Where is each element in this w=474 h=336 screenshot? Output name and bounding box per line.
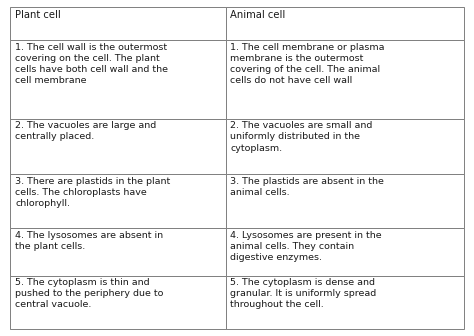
Text: 1. The cell wall is the outermost
covering on the cell. The plant
cells have bot: 1. The cell wall is the outermost coveri… (15, 43, 168, 85)
Text: 1. The cell membrane or plasma
membrane is the outermost
covering of the cell. T: 1. The cell membrane or plasma membrane … (230, 43, 385, 85)
Text: 4. The lysosomes are absent in
the plant cells.: 4. The lysosomes are absent in the plant… (15, 231, 163, 251)
Bar (10, 7, 226, 40)
Text: 5. The cytoplasm is thin and
pushed to the periphery due to
central vacuole.: 5. The cytoplasm is thin and pushed to t… (15, 278, 164, 309)
Bar (226, 7, 464, 40)
Bar (10, 40, 226, 119)
Text: Animal cell: Animal cell (230, 10, 286, 20)
Bar (10, 174, 226, 228)
Bar (226, 228, 464, 276)
Text: 3. There are plastids in the plant
cells. The chloroplasts have
chlorophyll.: 3. There are plastids in the plant cells… (15, 177, 171, 208)
Bar (226, 119, 464, 174)
Text: 5. The cytoplasm is dense and
granular. It is uniformly spread
throughout the ce: 5. The cytoplasm is dense and granular. … (230, 278, 377, 309)
Bar (226, 276, 464, 329)
Bar (226, 40, 464, 119)
Bar (226, 174, 464, 228)
Bar (10, 276, 226, 329)
Text: 2. The vacuoles are large and
centrally placed.: 2. The vacuoles are large and centrally … (15, 121, 156, 141)
Bar (10, 228, 226, 276)
Bar (10, 119, 226, 174)
Text: 4. Lysosomes are present in the
animal cells. They contain
digestive enzymes.: 4. Lysosomes are present in the animal c… (230, 231, 382, 262)
Text: 3. The plastids are absent in the
animal cells.: 3. The plastids are absent in the animal… (230, 177, 384, 197)
Text: 2. The vacuoles are small and
uniformly distributed in the
cytoplasm.: 2. The vacuoles are small and uniformly … (230, 121, 373, 153)
Text: Plant cell: Plant cell (15, 10, 61, 20)
